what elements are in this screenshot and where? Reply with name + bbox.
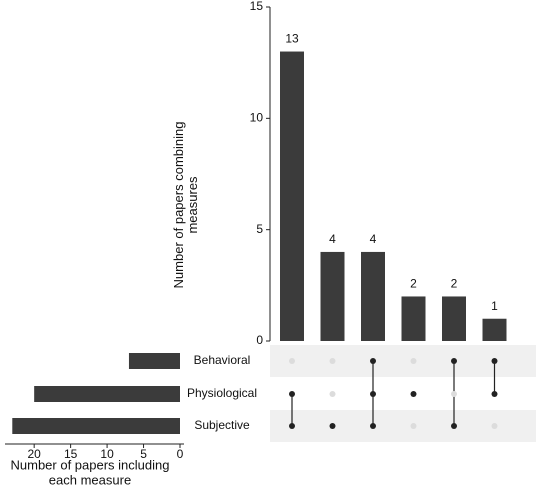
matrix-dot-active [370,358,376,364]
bar-label: 4 [370,232,377,246]
matrix-dot-inactive [491,423,498,429]
x-axis-label: each measure [49,472,131,487]
y-axis-label: Number of papers combiningmeasures [171,122,200,289]
bar-label: 2 [451,277,458,291]
bar [280,51,304,342]
matrix-dot-inactive [329,358,336,364]
matrix-dot-active [289,423,295,429]
bar [482,318,507,341]
x-tick-label: 15 [64,447,78,461]
set-label: Subjective [194,418,250,432]
bar [442,296,466,341]
matrix-dot-inactive [289,358,295,364]
bar-label: 13 [285,32,299,46]
matrix-dot-inactive [451,391,457,397]
matrix-dot-active [451,423,457,429]
matrix-dot-active [491,391,498,397]
matrix-dot-active [329,423,336,429]
set-bar [128,353,180,369]
set-bar [12,418,180,434]
matrix-dot-active [370,423,376,429]
x-tick-label: 20 [27,447,41,461]
set-bar [34,386,180,402]
bar [320,251,345,341]
bar-label: 2 [410,277,417,291]
matrix-dot-inactive [410,358,417,364]
y-axis-label-line: measures [185,176,200,234]
y-tick-label: 10 [250,111,264,125]
x-axis-label: Number of papers including [11,457,170,472]
bar [401,296,426,341]
set-label: Physiological [187,386,257,400]
y-tick-label: 0 [256,333,263,347]
matrix-dot-active [491,358,498,364]
matrix-dot-active [289,391,295,397]
y-axis-label-line: Number of papers combining [171,122,186,289]
matrix-dot-active [410,391,417,397]
set-label: Behavioral [194,353,251,367]
x-tick-label: 0 [177,447,184,461]
matrix-dot-active [370,391,376,397]
bar [361,251,385,341]
y-tick-label: 5 [256,222,263,236]
bar-label: 4 [329,232,336,246]
matrix-dot-active [451,358,457,364]
matrix-dot-inactive [410,423,417,429]
y-tick-label: 15 [250,0,264,13]
x-tick-label: 10 [100,447,114,461]
x-tick-label: 5 [140,447,147,461]
bar-label: 1 [491,299,498,313]
matrix-dot-inactive [329,391,336,397]
